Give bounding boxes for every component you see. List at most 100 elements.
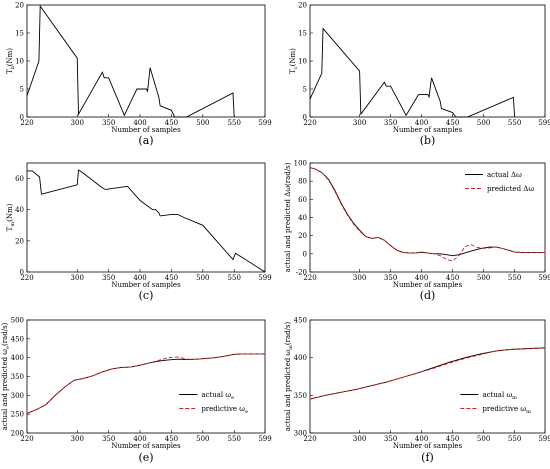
x-axis-label: Number of samples [393, 442, 463, 450]
y-tick-label: 10 [298, 58, 307, 66]
y-tick-label: 450 [11, 335, 24, 343]
y-axis-label-main: T [6, 69, 14, 74]
x-tick-label: 599 [258, 274, 271, 282]
y-tick-label: 20 [298, 2, 307, 10]
y-axis-label-unit: (rad/s) [1, 322, 9, 346]
x-tick-label: 300 [353, 119, 366, 127]
x-tick-label: 400 [133, 119, 146, 127]
legend-label: actual ωe [201, 391, 234, 401]
y-tick-label: 15 [15, 30, 24, 38]
y-axis-label-unit: (Nm) [6, 48, 14, 66]
panel-a: 220 300 350 400 450 500 550 599 0 5 10 15 20 Number o… [6, 2, 272, 148]
x-tick-label: 400 [415, 119, 428, 127]
y-tick-label: 200 [11, 430, 24, 438]
x-tick-label: 599 [538, 435, 550, 443]
x-tick-label: 450 [165, 274, 178, 282]
x-tick-label: 550 [508, 119, 521, 127]
legend-label: predictive ωm [482, 405, 531, 415]
y-axis-label: actual and predicted ωm(rad/s) [284, 321, 294, 431]
x-axis-label: Number of samples [111, 126, 181, 134]
y-axis-label: Tb(Nm) [6, 48, 16, 74]
x-tick-label: 550 [228, 435, 241, 443]
y-axis-label-main: actual and predicted ω [1, 349, 9, 431]
legend-label: actual ωm [482, 391, 517, 401]
y-axis-label-unit: (rad/s) [284, 321, 292, 345]
subfigure-caption: (c) [139, 289, 154, 302]
y-tick-label: 0 [303, 250, 307, 258]
plot-frame [309, 162, 546, 273]
x-tick-label: 400 [415, 274, 428, 282]
series-line-1 [26, 4, 235, 118]
series-line-1 [26, 169, 266, 273]
x-tick-label: 220 [303, 119, 316, 127]
subfigure-caption: (a) [138, 134, 153, 147]
y-tick-label: -20 [296, 269, 307, 277]
x-tick-label: 500 [196, 274, 209, 282]
y-tick-label: 10 [15, 58, 24, 66]
x-axis-label: Number of samples [393, 281, 463, 289]
y-axis-label-main: actual and predicted ω [284, 350, 292, 432]
legend: actual Δω predicted Δω [465, 171, 534, 193]
y-tick-label: 5 [20, 86, 24, 94]
series-line-1 [309, 27, 516, 118]
y-axis-label-sub: m [10, 222, 16, 227]
y-tick-label: 400 [11, 354, 24, 362]
legend-label-main: predictive ω [482, 405, 526, 413]
y-tick-label: 5 [303, 86, 307, 94]
y-axis-label: Tc(Nm) [289, 48, 299, 74]
y-axis-label-main: T [289, 69, 297, 74]
y-tick-label: 0 [303, 114, 307, 122]
x-tick-label: 599 [258, 435, 271, 443]
x-tick-label: 350 [384, 435, 397, 443]
x-axis-label: Number of samples [111, 281, 181, 289]
y-axis-label-sub: e [5, 346, 11, 349]
subfigure-caption: (e) [138, 451, 153, 464]
y-axis-label: Tm(Nm) [6, 203, 16, 231]
panel-f: 220 300 350 400 450 500 550 599300350400450Numb… [284, 317, 550, 465]
y-tick-label: 500 [11, 317, 24, 325]
y-tick-label: 20 [298, 232, 307, 240]
x-tick-label: 220 [20, 119, 33, 127]
x-tick-label: 300 [353, 435, 366, 443]
y-tick-label: 0 [20, 269, 24, 277]
y-axis-label-main: T [6, 226, 14, 231]
panel-d: 220 300 350 400 450 500 550 599 -20 0 20 40 60 80 100 N… [284, 160, 550, 303]
series-line-2 [26, 353, 265, 414]
y-tick-label: 300 [294, 430, 307, 438]
y-tick-label: 100 [294, 160, 307, 168]
y-tick-label: 20 [15, 237, 24, 245]
x-tick-label: 550 [508, 435, 521, 443]
x-tick-label: 220 [303, 274, 316, 282]
legend-label-sub: m [512, 395, 517, 401]
y-tick-label: 300 [11, 392, 24, 400]
y-tick-label: 250 [11, 411, 24, 419]
x-axis-label: Number of samples [111, 442, 181, 450]
x-tick-label: 400 [133, 274, 146, 282]
plot-frame [309, 4, 546, 118]
x-tick-label: 550 [228, 274, 241, 282]
y-axis-label: actual and predicted ωe(rad/s) [1, 322, 11, 430]
y-tick-label: 450 [294, 317, 307, 325]
y-tick-label: 60 [15, 175, 24, 183]
subfigure-caption: (f) [421, 451, 434, 464]
y-tick-label: 400 [294, 354, 307, 362]
x-tick-label: 500 [196, 435, 209, 443]
y-tick-label: 350 [294, 392, 307, 400]
x-tick-label: 400 [415, 435, 428, 443]
subfigure-caption: (b) [420, 134, 436, 147]
y-tick-label: 60 [298, 196, 307, 204]
x-tick-label: 450 [446, 274, 459, 282]
y-tick-label: 0 [20, 114, 24, 122]
y-axis-label-sub: m [288, 345, 294, 350]
y-tick-label: 350 [11, 373, 24, 381]
y-tick-label: 40 [298, 214, 307, 222]
x-tick-label: 500 [477, 274, 490, 282]
y-tick-label: 20 [15, 2, 24, 10]
x-tick-label: 350 [102, 119, 115, 127]
x-tick-label: 550 [228, 119, 241, 127]
y-tick-label: 80 [298, 178, 307, 186]
x-tick-label: 300 [71, 119, 84, 127]
plot-frame [309, 319, 546, 434]
series-line-2 [309, 167, 545, 262]
